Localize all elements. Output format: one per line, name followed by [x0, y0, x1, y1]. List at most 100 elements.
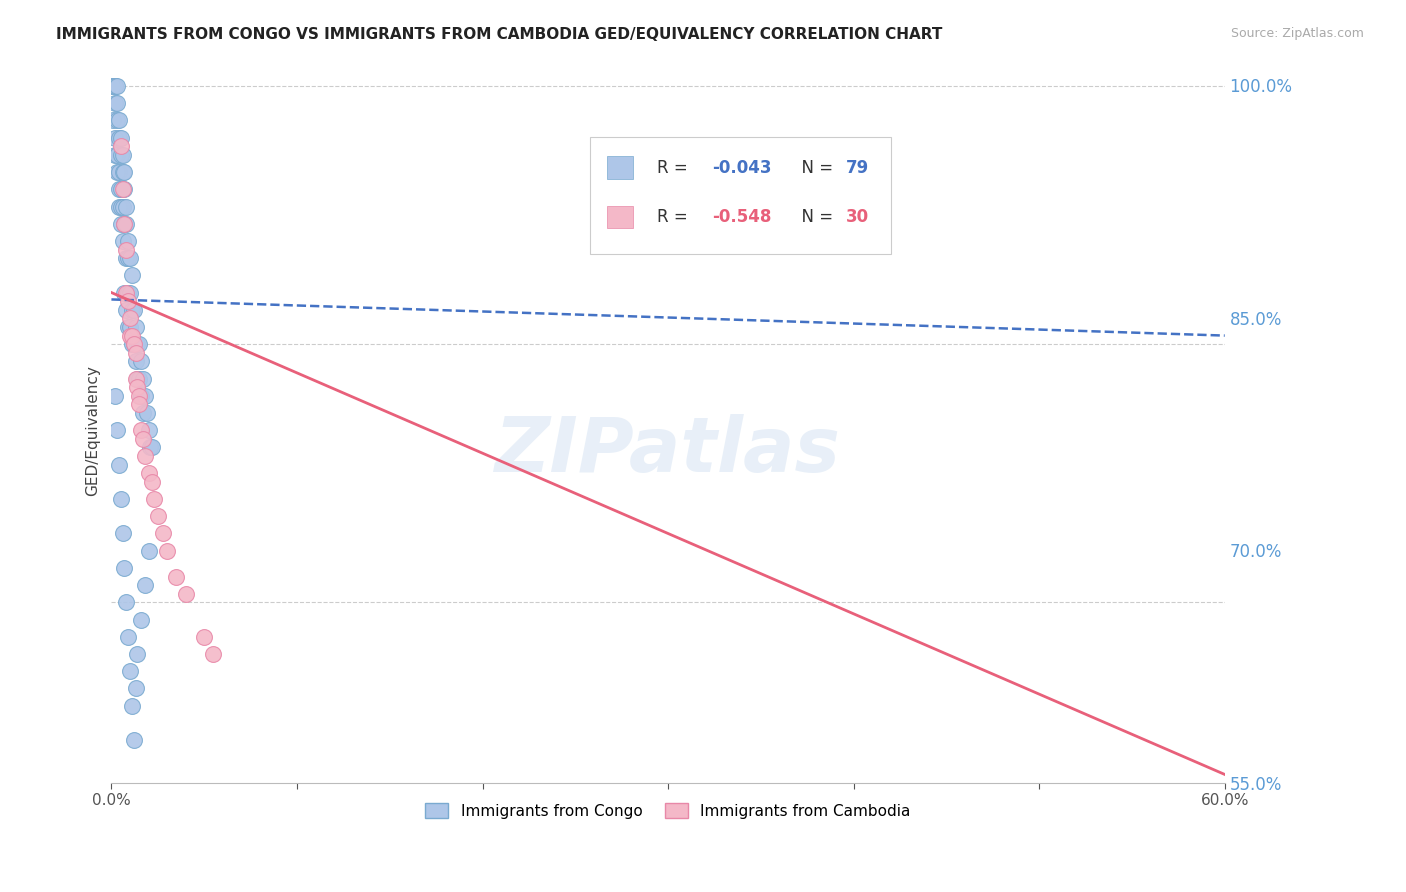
Point	[193, 630, 215, 644]
Point	[108, 113, 131, 128]
Point	[110, 182, 132, 196]
Text: Source: ZipAtlas.com: Source: ZipAtlas.com	[1230, 27, 1364, 40]
Point	[152, 526, 174, 541]
Point	[146, 509, 169, 524]
Point	[117, 234, 139, 248]
Point	[111, 165, 134, 179]
Point	[165, 569, 187, 583]
Point	[139, 441, 162, 455]
Point	[115, 243, 138, 257]
Point	[121, 337, 143, 351]
Point	[124, 681, 146, 696]
Point	[121, 698, 143, 713]
Point	[105, 423, 128, 437]
Point	[103, 78, 125, 93]
Text: -0.548: -0.548	[713, 208, 772, 227]
Point	[129, 389, 152, 403]
Point	[122, 302, 145, 317]
Point	[112, 217, 135, 231]
Point	[112, 217, 135, 231]
Point	[124, 371, 146, 385]
Point	[134, 449, 156, 463]
Point	[156, 543, 179, 558]
Point	[202, 647, 225, 661]
Point	[128, 389, 150, 403]
Point	[103, 113, 125, 128]
Point	[129, 354, 152, 368]
Text: N =: N =	[790, 208, 838, 227]
Point	[121, 328, 143, 343]
Point	[105, 96, 128, 111]
Text: 79: 79	[846, 159, 869, 177]
Point	[124, 320, 146, 334]
Point	[118, 320, 141, 334]
Point	[118, 285, 141, 300]
Point	[115, 302, 138, 317]
Point	[141, 441, 163, 455]
Point	[128, 337, 150, 351]
Point	[104, 96, 127, 111]
Y-axis label: GED/Equivalency: GED/Equivalency	[86, 365, 100, 496]
Point	[132, 371, 155, 385]
Point	[110, 139, 132, 153]
Point	[110, 130, 132, 145]
Point	[127, 337, 149, 351]
Point	[129, 613, 152, 627]
Point	[117, 320, 139, 334]
Point	[108, 458, 131, 472]
Text: 30: 30	[846, 208, 869, 227]
Point	[103, 78, 125, 93]
Point	[110, 200, 132, 214]
Point	[104, 78, 127, 93]
Text: ZIPatlas: ZIPatlas	[495, 415, 841, 489]
Point	[112, 285, 135, 300]
FancyBboxPatch shape	[607, 156, 633, 179]
Point	[118, 664, 141, 678]
Point	[115, 217, 138, 231]
Text: -0.043: -0.043	[713, 159, 772, 177]
Point	[138, 467, 160, 481]
Point	[127, 647, 149, 661]
Point	[118, 328, 141, 343]
Point	[104, 389, 127, 403]
Point	[127, 371, 149, 385]
Point	[103, 78, 125, 93]
Point	[112, 182, 135, 196]
Point	[117, 294, 139, 309]
FancyBboxPatch shape	[591, 137, 891, 254]
Point	[128, 397, 150, 411]
Point	[115, 251, 138, 265]
Point	[121, 268, 143, 283]
Point	[124, 346, 146, 360]
Point	[112, 165, 135, 179]
Point	[129, 423, 152, 437]
Point	[122, 337, 145, 351]
Point	[138, 423, 160, 437]
Point	[110, 148, 132, 162]
Point	[104, 130, 127, 145]
Point	[132, 432, 155, 446]
Point	[111, 526, 134, 541]
Text: R =: R =	[657, 159, 693, 177]
Point	[141, 475, 163, 489]
Point	[124, 354, 146, 368]
Point	[110, 217, 132, 231]
Point	[117, 285, 139, 300]
Point	[127, 380, 149, 394]
Point	[104, 78, 127, 93]
Point	[174, 587, 197, 601]
Point	[118, 251, 141, 265]
Point	[110, 492, 132, 507]
Point	[108, 130, 131, 145]
Point	[105, 148, 128, 162]
Point	[112, 561, 135, 575]
FancyBboxPatch shape	[607, 206, 633, 228]
Point	[111, 182, 134, 196]
Text: N =: N =	[790, 159, 838, 177]
Point	[111, 148, 134, 162]
Point	[143, 492, 166, 507]
Point	[108, 165, 131, 179]
Point	[135, 406, 157, 420]
Point	[115, 200, 138, 214]
Point	[105, 78, 128, 93]
